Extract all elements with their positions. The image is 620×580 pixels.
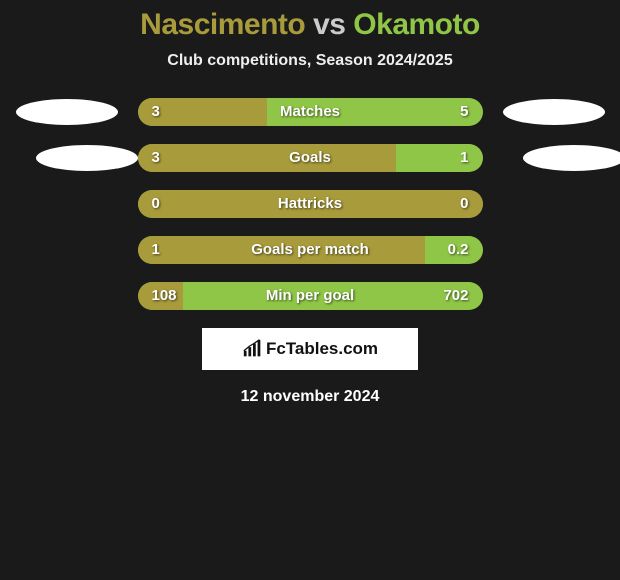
title-vs: vs <box>313 8 345 41</box>
stat-label: Min per goal <box>138 282 483 310</box>
comparison-widget: Nascimento vs Okamoto Club competitions,… <box>0 0 620 406</box>
stat-bar: 108702Min per goal <box>138 282 483 310</box>
team-marker-left <box>36 145 138 171</box>
date-text: 12 november 2024 <box>0 388 620 406</box>
title-player-left: Nascimento <box>140 8 305 41</box>
stat-bar: 00Hattricks <box>138 190 483 218</box>
title-player-right: Okamoto <box>353 8 480 41</box>
stat-label: Goals per match <box>138 236 483 264</box>
chart-icon <box>242 338 264 360</box>
team-marker-left <box>16 99 118 125</box>
stats-rows: 35Matches 31Goals 00Hattricks 10.2Goals per… <box>0 98 620 310</box>
stat-row: 35Matches <box>0 98 620 126</box>
stat-label: Hattricks <box>138 190 483 218</box>
team-marker-right <box>523 145 620 171</box>
stat-row: 108702Min per goal <box>0 282 620 310</box>
stat-label: Matches <box>138 98 483 126</box>
stat-label: Goals <box>138 144 483 172</box>
stat-bar: 31Goals <box>138 144 483 172</box>
stat-bar: 35Matches <box>138 98 483 126</box>
page-title: Nascimento vs Okamoto <box>0 8 620 42</box>
stat-row: 10.2Goals per match <box>0 236 620 264</box>
stat-row: 00Hattricks <box>0 190 620 218</box>
stat-bar: 10.2Goals per match <box>138 236 483 264</box>
subtitle: Club competitions, Season 2024/2025 <box>0 52 620 70</box>
team-marker-right <box>503 99 605 125</box>
fctables-logo[interactable]: FcTables.com <box>202 328 418 370</box>
logo-text: FcTables.com <box>266 339 378 359</box>
stat-row: 31Goals <box>0 144 620 172</box>
